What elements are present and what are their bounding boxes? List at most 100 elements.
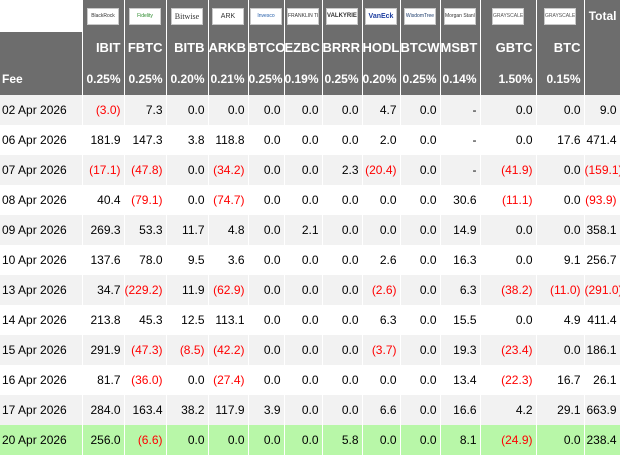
flow-cell-btc: 16.7 [536, 365, 585, 395]
flow-cell-msbt: 8.1 [440, 425, 481, 455]
flow-cell-btcw: 0.0 [400, 185, 441, 215]
fee-value: 0.25% [124, 63, 167, 95]
flow-cell-ezbc: 0.0 [284, 125, 323, 155]
flow-cell-btcw: 0.0 [400, 215, 441, 245]
flow-cell-brrr: 5.8 [322, 425, 363, 455]
flow-cell-fbtc: 7.3 [124, 95, 167, 125]
blackrock-logo-icon: BlackRock [87, 7, 119, 25]
flow-cell-btc: 4.9 [536, 305, 585, 335]
issuer-logo-cell: Morgan Stanley [440, 0, 481, 32]
flow-cell-gbtc: 0.0 [480, 125, 537, 155]
flow-cell-btcw: 0.0 [400, 245, 441, 275]
flow-cell-hodl: 6.6 [362, 395, 401, 425]
row-total: 411.4 [584, 305, 620, 335]
ark-logo-icon: ARK [212, 7, 244, 25]
flow-cell-ezbc: 0.0 [284, 95, 323, 125]
flow-cell-bitb: 0.0 [166, 95, 209, 125]
flow-cell-btco: 0.0 [248, 155, 285, 185]
flow-cell-arkb: 113.1 [208, 305, 249, 335]
flow-cell-fbtc: (47.3) [124, 335, 167, 365]
fidelity-logo-icon: Fidelity [129, 7, 161, 25]
table-row: 08 Apr 2026 40.4 (79.1) 0.0 (74.7) 0.0 0.0 0.0 0… [0, 185, 620, 215]
row-total: 256.7 [584, 245, 620, 275]
flow-cell-btc: 9.1 [536, 245, 585, 275]
flow-cell-ibit: 284.0 [82, 395, 125, 425]
flow-cell-msbt: 13.4 [440, 365, 481, 395]
ticker-label: IBIT [82, 32, 125, 63]
total-header: Total [584, 0, 620, 32]
ticker-label: HODL [362, 32, 401, 63]
issuer-logo-cell: ARK [208, 0, 249, 32]
flow-cell-btc: (11.0) [536, 275, 585, 305]
fee-value: 0.20% [166, 63, 209, 95]
flow-cell-ibit: 269.3 [82, 215, 125, 245]
fee-value: 0.19% [284, 63, 323, 95]
issuer-logo-cell: Fidelity [124, 0, 167, 32]
issuer-logo-cell: FRANKLIN TEMPLETON [284, 0, 323, 32]
flow-cell-ibit: 213.8 [82, 305, 125, 335]
flow-cell-gbtc: (24.9) [480, 425, 537, 455]
flow-cell-arkb: (42.2) [208, 335, 249, 365]
flow-cell-brrr: 0.0 [322, 215, 363, 245]
flow-cell-bitb: (8.5) [166, 335, 209, 365]
fee-value: 0.25% [82, 63, 125, 95]
table-row: 13 Apr 2026 34.7 (229.2) 11.9 (62.9) 0.0 0.0 0.… [0, 275, 620, 305]
flow-cell-fbtc: (79.1) [124, 185, 167, 215]
row-total: 26.1 [584, 365, 620, 395]
flow-cell-btcw: 0.0 [400, 365, 441, 395]
flow-cell-btcw: 0.0 [400, 275, 441, 305]
row-date: 07 Apr 2026 [0, 155, 83, 185]
flow-cell-gbtc: (22.3) [480, 365, 537, 395]
flow-cell-hodl: 0.0 [362, 215, 401, 245]
flow-cell-ezbc: 0.0 [284, 275, 323, 305]
row-date: 13 Apr 2026 [0, 275, 83, 305]
flow-cell-fbtc: (47.8) [124, 155, 167, 185]
issuer-logo-cell: VALKYRIE [322, 0, 363, 32]
row-date: 17 Apr 2026 [0, 395, 83, 425]
table-row: 20 Apr 2026 256.0 (6.6) 0.0 0.0 0.0 0.0 5.8 0.0 0… [0, 425, 620, 455]
ticker-label: BTCW [400, 32, 441, 63]
flow-cell-btc: 0.0 [536, 215, 585, 245]
issuer-logo-cell: VanEck [362, 0, 401, 32]
flow-cell-btco: 0.0 [248, 275, 285, 305]
row-total: 471.4 [584, 125, 620, 155]
flow-cell-bitb: 12.5 [166, 305, 209, 335]
flow-cell-fbtc: (229.2) [124, 275, 167, 305]
table-row: 14 Apr 2026 213.8 45.3 12.5 113.1 0.0 0.0 0.0 6.… [0, 305, 620, 335]
row-date: 15 Apr 2026 [0, 335, 83, 365]
flow-cell-ezbc: 2.1 [284, 215, 323, 245]
flow-cell-ezbc: 0.0 [284, 185, 323, 215]
flow-cell-btco: 3.9 [248, 395, 285, 425]
issuer-logo-cell: Invesco [248, 0, 285, 32]
row-date: 10 Apr 2026 [0, 245, 83, 275]
issuer-logo-cell: GRAYSCALE [536, 0, 585, 32]
flow-cell-gbtc: 0.0 [480, 95, 537, 125]
flow-cell-ezbc: 0.0 [284, 395, 323, 425]
flow-cell-btco: 0.0 [248, 305, 285, 335]
vaneck-logo-icon: VanEck [365, 7, 397, 25]
flow-table-body: 02 Apr 2026 (3.0) 7.3 0.0 0.0 0.0 0.0 0.0 4.7 0.0… [0, 95, 620, 455]
flow-cell-gbtc: (11.1) [480, 185, 537, 215]
grayscale-logo-icon: GRAYSCALE [544, 7, 576, 25]
flow-cell-msbt: 6.3 [440, 275, 481, 305]
flow-cell-hodl: (2.6) [362, 275, 401, 305]
bitwise-logo-icon: Bitwise [171, 7, 203, 25]
ticker-label: BTCO [248, 32, 285, 63]
flow-cell-fbtc: 45.3 [124, 305, 167, 335]
flow-cell-btco: 0.0 [248, 335, 285, 365]
flow-cell-msbt: 15.5 [440, 305, 481, 335]
table-row: 09 Apr 2026 269.3 53.3 11.7 4.8 0.0 2.1 0.0 0.0 0… [0, 215, 620, 245]
row-date: 16 Apr 2026 [0, 365, 83, 395]
flow-cell-btc: 0.0 [536, 155, 585, 185]
flow-cell-fbtc: 53.3 [124, 215, 167, 245]
flow-cell-ezbc: 0.0 [284, 335, 323, 365]
table-row: 10 Apr 2026 137.6 78.0 9.5 3.6 0.0 0.0 0.0 2.6 0.… [0, 245, 620, 275]
flow-cell-msbt: 16.6 [440, 395, 481, 425]
flow-cell-hodl: (20.4) [362, 155, 401, 185]
flow-cell-arkb: 3.6 [208, 245, 249, 275]
flow-cell-btco: 0.0 [248, 425, 285, 455]
flow-cell-ezbc: 0.0 [284, 365, 323, 395]
grayscale-logo-icon: GRAYSCALE [492, 7, 524, 25]
flow-cell-fbtc: 163.4 [124, 395, 167, 425]
